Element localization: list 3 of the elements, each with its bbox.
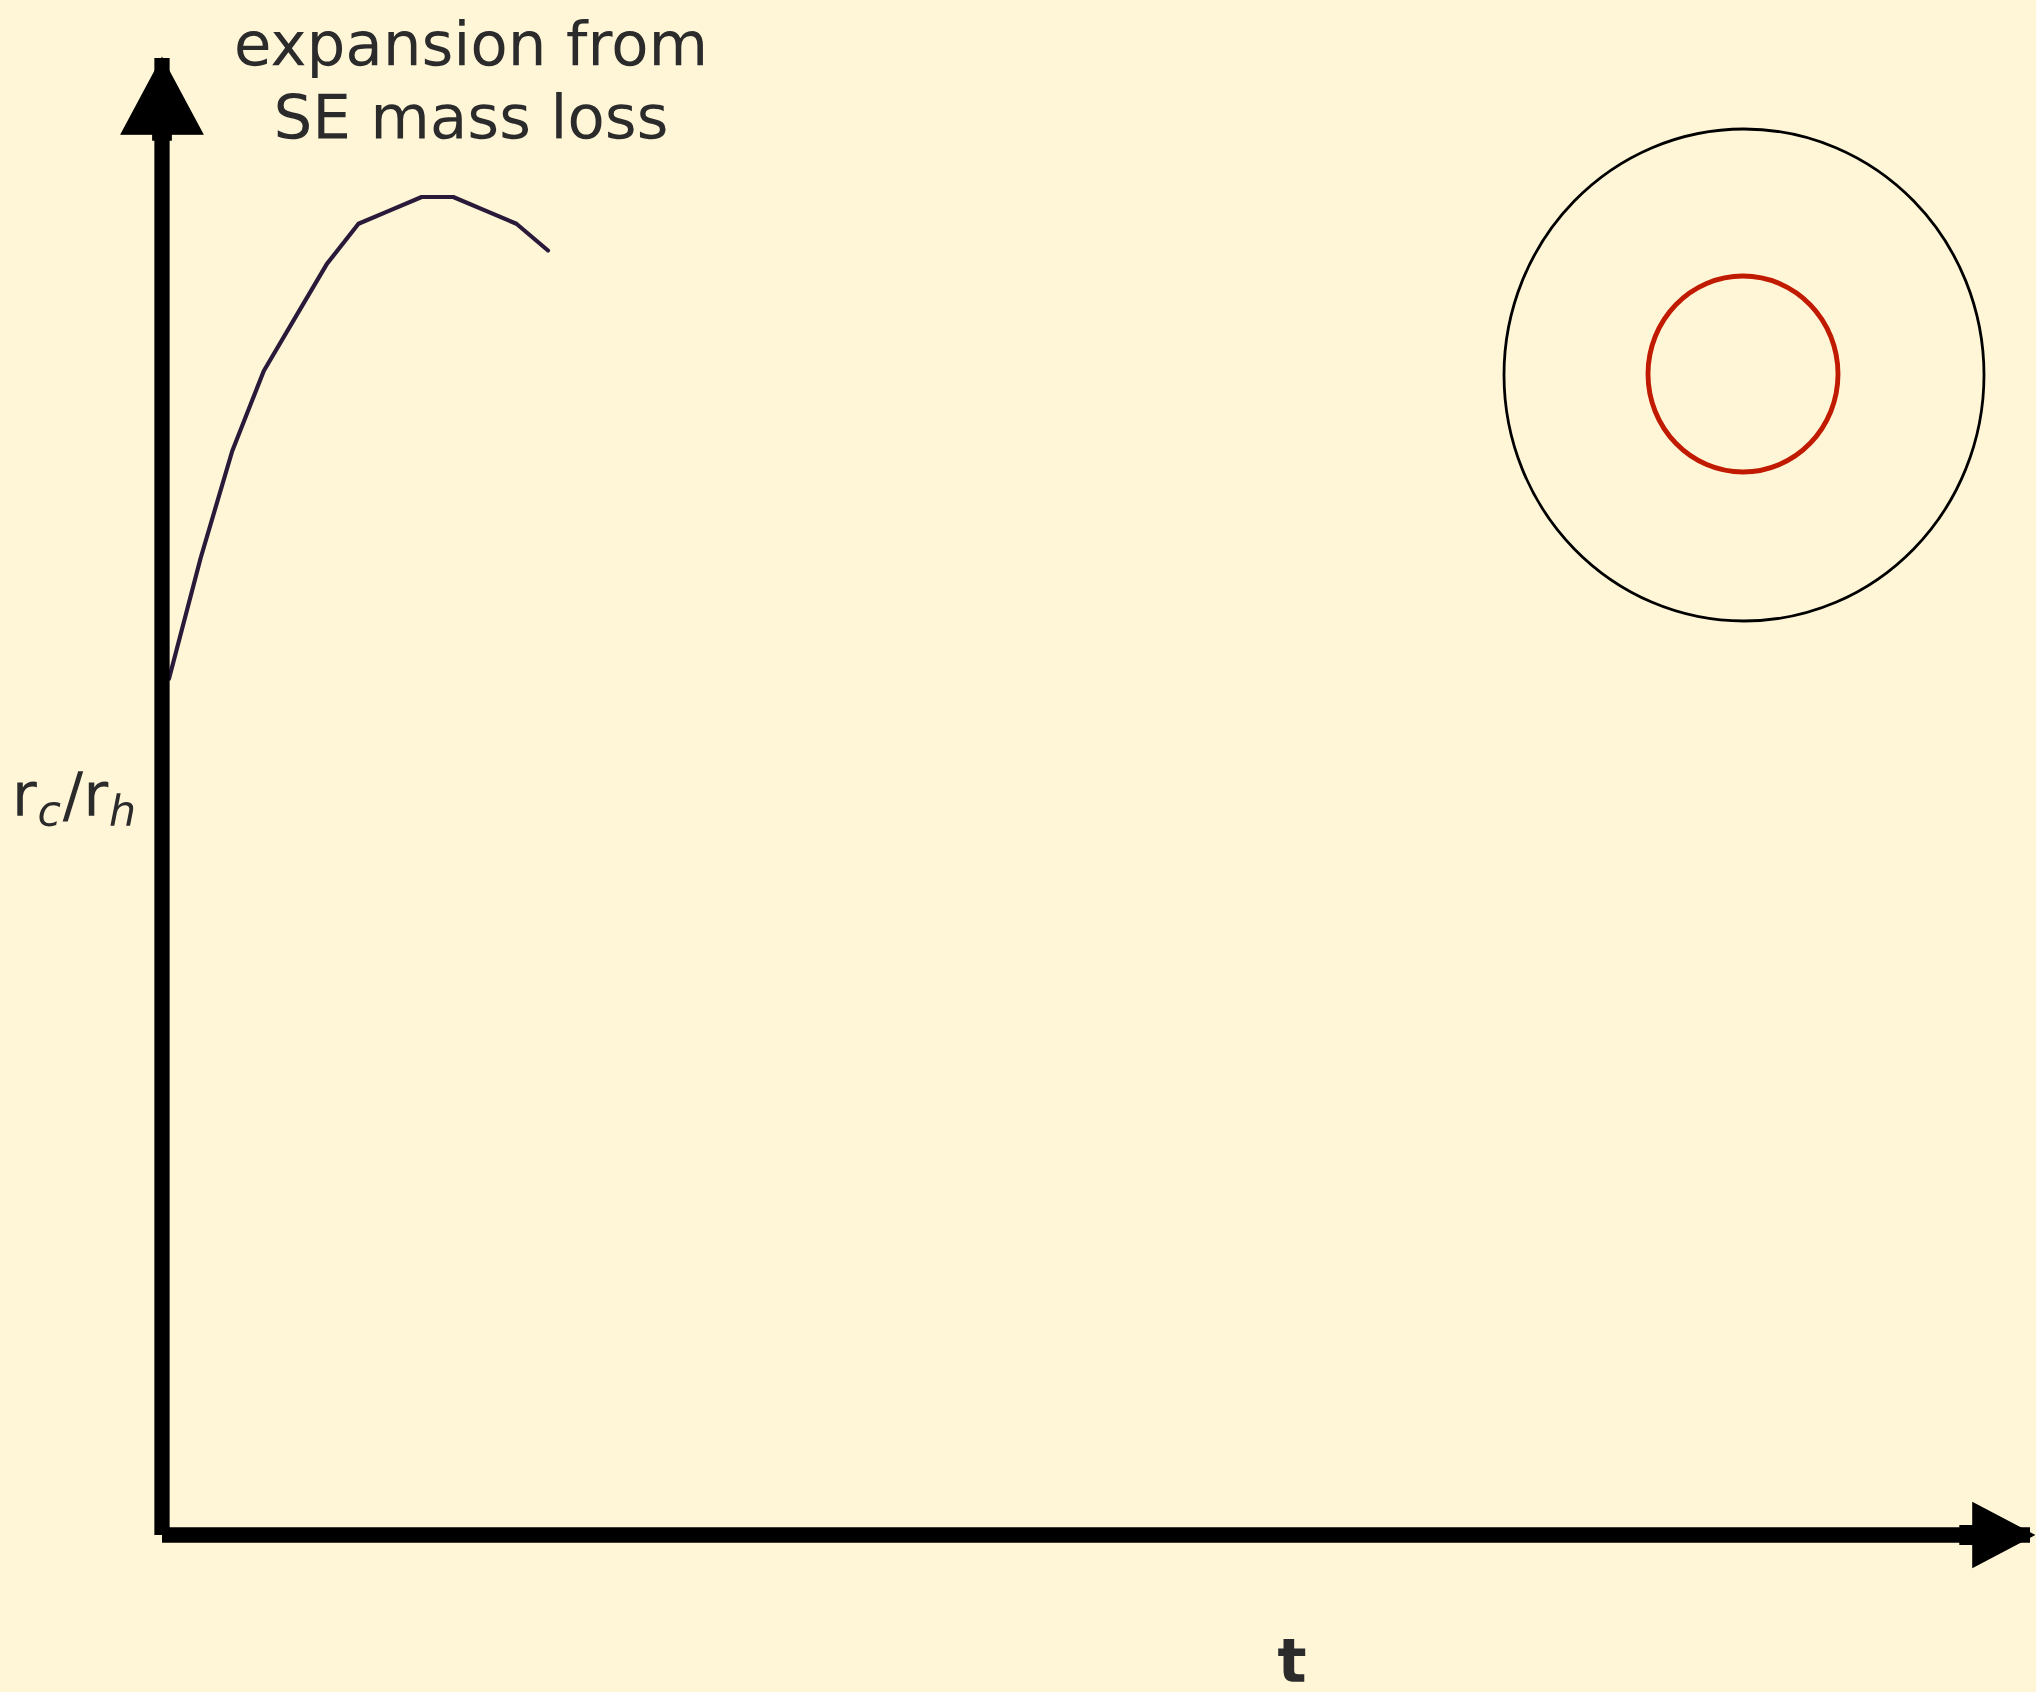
text: t: [1278, 1638, 1306, 1682]
chart-title: expansion from SE mass loss: [237, 18, 703, 140]
y-axis-title: r$_{c}$/r$_{h}$: [17, 771, 134, 827]
